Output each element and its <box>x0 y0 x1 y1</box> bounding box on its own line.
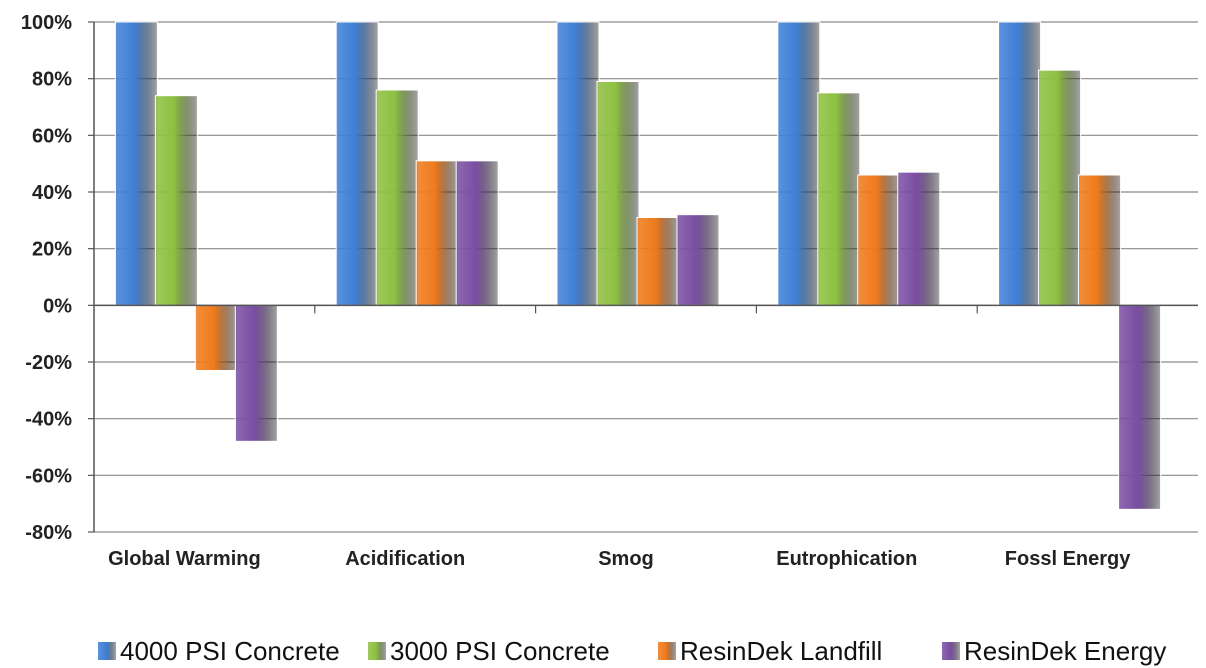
bar <box>998 21 1042 306</box>
bar <box>676 214 720 306</box>
legend-swatch <box>98 642 116 660</box>
legend-swatch <box>368 642 386 660</box>
bar <box>415 160 459 306</box>
y-tick-label: -60% <box>25 465 72 487</box>
bar <box>1118 304 1162 510</box>
y-tick-label: 40% <box>32 182 72 204</box>
y-tick-label: 60% <box>32 125 72 147</box>
bars <box>114 21 1162 510</box>
x-tick-label: Global Warming <box>108 548 261 570</box>
y-tick-label: 80% <box>32 69 72 91</box>
bar <box>817 92 861 306</box>
legend-label: ResinDek Landfill <box>680 636 882 666</box>
bar <box>596 81 640 306</box>
bar <box>194 304 238 372</box>
bar <box>857 174 901 306</box>
bar <box>455 160 499 306</box>
axes <box>93 22 1198 532</box>
x-tick-label: Eutrophication <box>776 548 917 570</box>
legend-swatch <box>942 642 960 660</box>
bar <box>335 21 379 306</box>
bar <box>154 95 198 306</box>
y-tick-label: 100% <box>21 12 72 34</box>
y-tick-label: -40% <box>25 409 72 431</box>
y-tick-label: 20% <box>32 239 72 261</box>
bar <box>114 21 158 306</box>
legend-swatch <box>658 642 676 660</box>
y-tick-label: -20% <box>25 352 72 374</box>
bar <box>1038 69 1082 306</box>
y-tick-label: 0% <box>43 295 72 317</box>
bar <box>375 89 419 306</box>
legend-label: ResinDek Energy <box>964 636 1166 666</box>
bar <box>636 217 680 306</box>
legend-label: 4000 PSI Concrete <box>120 636 340 666</box>
x-tick-label: Smog <box>598 548 654 570</box>
bar <box>897 171 941 306</box>
legend-label: 3000 PSI Concrete <box>390 636 610 666</box>
x-tick-label: Fossl Energy <box>1005 548 1131 570</box>
legend: 4000 PSI Concrete 3000 PSI Concrete ResinD… <box>98 636 1166 666</box>
bar <box>777 21 821 306</box>
x-tick-label: Acidification <box>345 548 465 570</box>
x-axis-ticks: Global Warming Acidification Smog Eutrophic… <box>108 548 1131 570</box>
bar <box>234 304 278 442</box>
bar <box>1078 174 1122 306</box>
bar <box>556 21 600 306</box>
y-axis-ticks: 100% 80% 60% 40% 20% 0% -20% -40% -60% -80% <box>21 12 94 544</box>
y-tick-label: -80% <box>25 522 72 544</box>
